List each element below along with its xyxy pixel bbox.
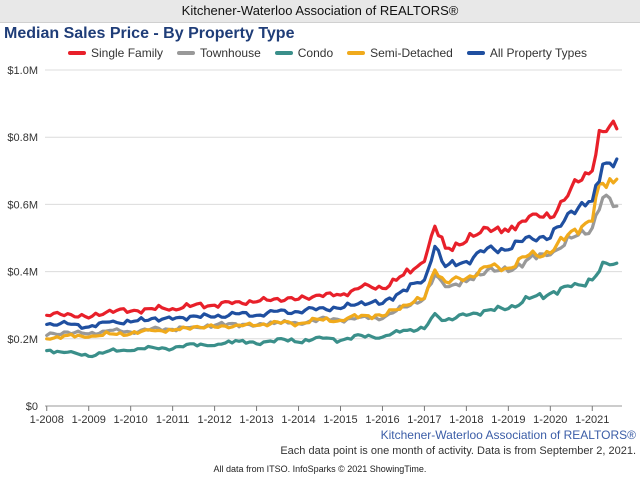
chart-title: Median Sales Price - By Property Type [4,25,295,42]
data-note: Each data point is one month of activity… [280,445,636,457]
series-line-all-property-types [45,157,619,330]
org-title-bar: Kitchener-Waterloo Association of REALTO… [0,0,640,23]
legend-label-semi-detached: Semi-Detached [370,46,453,60]
legend-item-single-family[interactable]: Single Family [68,46,163,60]
x-tick-label: 1-2020 [533,414,567,426]
legend-swatch-townhouse [177,51,196,55]
legend-label-townhouse: Townhouse [200,46,261,60]
legend-item-townhouse[interactable]: Townhouse [177,46,261,60]
x-tick-label: 1-2018 [449,414,483,426]
legend-swatch-semi-detached [347,51,366,55]
y-tick-label: $0.8M [7,132,38,144]
x-tick-label: 1-2014 [281,414,315,426]
legend-item-condo[interactable]: Condo [274,46,334,60]
legend-item-semi-detached[interactable]: Semi-Detached [347,46,453,60]
legend-swatch-single-family [68,51,86,55]
chart-legend: Single Family Townhouse Condo Semi-Detac… [68,46,587,60]
x-tick-label: 1-2016 [365,414,399,426]
credits: All data from ITSO. InfoSparks © 2021 Sh… [213,464,427,474]
series-line-condo [45,260,619,359]
series-line-single-family [45,119,619,320]
line-chart: $0 $0.2M $0.4M $0.6M $0.8M $1.0M 1-2008 1-2009 1… [7,65,622,426]
y-tick-label: $0.6M [7,199,38,211]
x-tick-label: 1-2009 [72,414,106,426]
legend-item-all-property-types[interactable]: All Property Types [466,46,587,60]
x-tick-label: 1-2011 [156,414,189,426]
y-tick-label: $1.0M [7,65,38,77]
x-tick-label: 1-2013 [239,414,273,426]
y-tick-label: $0.2M [7,334,38,346]
x-tick-label: 1-2021 [575,414,609,426]
org-title: Kitchener-Waterloo Association of REALTO… [181,3,459,18]
series-line-semi-detached [45,177,619,341]
x-tick-label: 1-2010 [114,414,148,426]
x-tick-label: 1-2008 [30,414,64,426]
legend-swatch-all-property-types [466,51,485,55]
y-tick-label: $0 [26,401,38,413]
legend-label-single-family: Single Family [91,46,164,60]
x-tick-label: 1-2015 [323,414,357,426]
x-tick-label: 1-2012 [197,414,231,426]
legend-swatch-condo [274,51,293,55]
legend-label-condo: Condo [297,46,334,60]
x-tick-label: 1-2019 [491,414,525,426]
legend-label-all-property-types: All Property Types [489,46,587,60]
source-label: Kitchener-Waterloo Association of REALTO… [380,428,636,442]
x-tick-label: 1-2017 [407,414,441,426]
y-tick-label: $0.4M [7,267,38,279]
